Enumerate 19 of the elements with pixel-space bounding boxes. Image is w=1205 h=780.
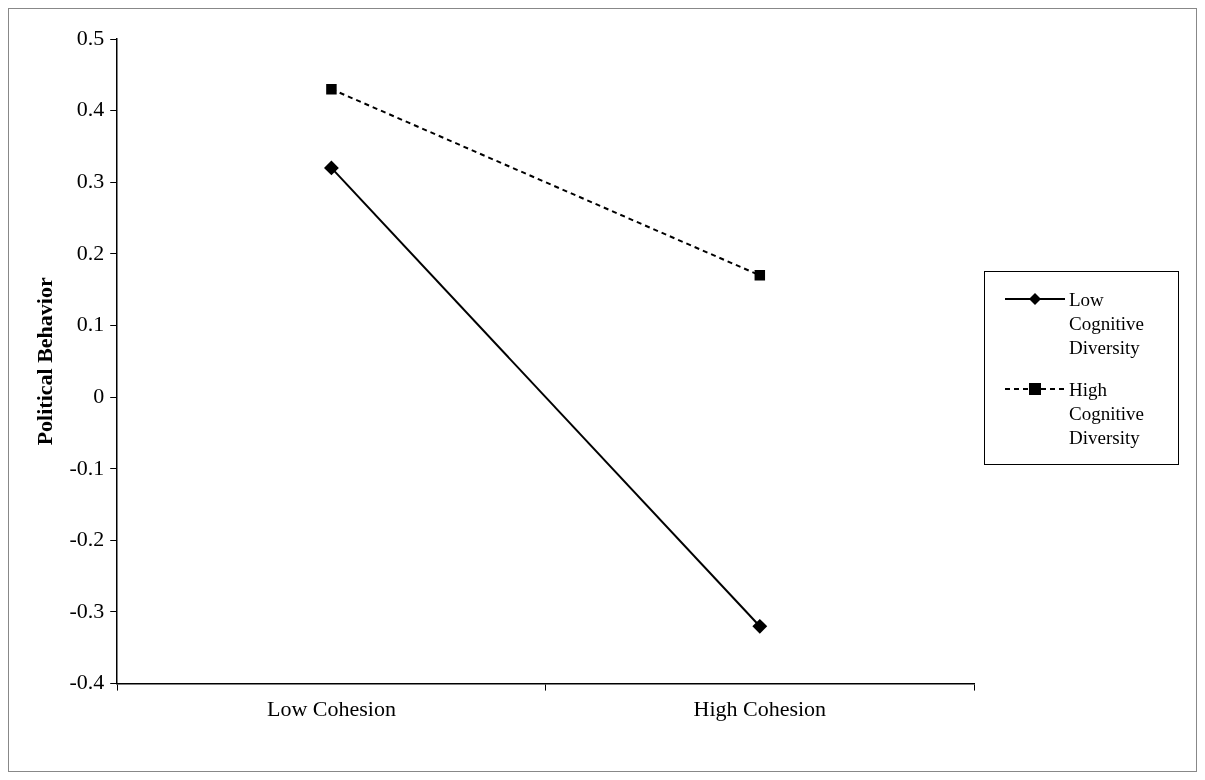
y-axis-title: Political Behavior — [31, 277, 57, 446]
y-tick-label: 0 — [93, 382, 105, 408]
y-tick-label: -0.2 — [69, 526, 105, 552]
point — [326, 83, 337, 95]
y-tick-label: 0.4 — [76, 96, 105, 122]
legend-label: High Cognitive Diversity — [1069, 378, 1145, 450]
y-tick-label: 0.3 — [76, 168, 105, 194]
legend-label: Low Cognitive Diversity — [1069, 288, 1145, 360]
point — [754, 270, 766, 281]
x-tick-label: High Cohesion — [693, 695, 827, 721]
y-tick-label: -0.4 — [69, 669, 105, 695]
y-tick-label: 0.5 — [76, 24, 105, 50]
y-tick-label: -0.3 — [69, 597, 105, 623]
point — [752, 619, 767, 634]
y-tick-label: -0.1 — [69, 454, 105, 480]
x-tick-label: Low Cohesion — [266, 695, 396, 721]
point — [324, 160, 339, 175]
y-tick-label: 0.2 — [76, 239, 105, 265]
y-tick-label: 0.1 — [76, 311, 105, 337]
